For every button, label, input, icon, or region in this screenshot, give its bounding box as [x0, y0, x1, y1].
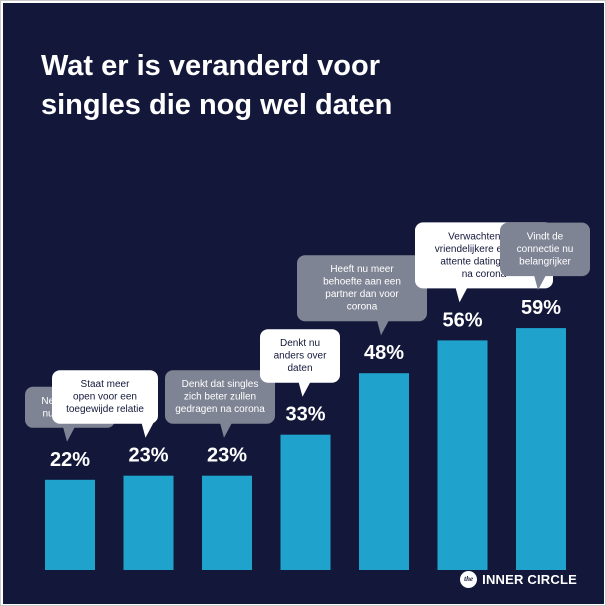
- value-label-5: 48%: [364, 342, 404, 364]
- annotation-bubble-7: [500, 222, 590, 277]
- annotation-text-2-2: open voor een: [73, 392, 137, 403]
- bar-5: [359, 373, 409, 570]
- title-line-2: singles die nog wel daten: [41, 89, 393, 121]
- logo-text: INNER CIRCLE: [482, 571, 577, 587]
- bar-1: [45, 479, 95, 570]
- logo-mark-icon: the: [460, 570, 478, 588]
- bar-2: [123, 475, 174, 570]
- bar-chart: 22%Neemt datennu serieuzer23%Staat meero…: [25, 222, 590, 570]
- annotation-text-5-4: corona: [347, 302, 378, 313]
- annotation-bubble-2: [52, 370, 158, 424]
- annotation-text-4-1: Denkt nu: [280, 338, 320, 349]
- annotation-text-3-3: gedragen na corona: [175, 404, 265, 415]
- annotation-text-6-1: Verwachten een: [448, 231, 520, 242]
- bar-7: [516, 328, 566, 570]
- annotation-text-2-1: Staat meer: [81, 379, 131, 390]
- annotation-text-4-2: anders over: [274, 351, 327, 362]
- value-label-2: 23%: [128, 445, 168, 467]
- annotation-tail-4: [298, 381, 311, 397]
- chart-title: Wat er is veranderd voor singles die nog…: [41, 47, 561, 125]
- bar-6: [437, 340, 488, 570]
- value-label-7: 59%: [521, 297, 561, 319]
- annotation-text-5-3: partner dan voor: [325, 289, 399, 300]
- value-label-3: 23%: [207, 445, 247, 467]
- annotation-text-3-1: Denkt dat singles: [182, 379, 259, 390]
- value-label-6: 56%: [442, 309, 482, 331]
- annotation-bubble-4: [260, 329, 340, 383]
- annotation-tail-7: [534, 275, 546, 291]
- infographic-panel: Wat er is veranderd voor singles die nog…: [3, 3, 604, 604]
- annotation-bubble-3: [165, 370, 275, 424]
- annotation-text-2-3: toegewijde relatie: [66, 404, 144, 415]
- annotation-text-5-2: behoefte aan een: [323, 277, 401, 288]
- bar-3: [202, 475, 252, 570]
- value-label-1: 22%: [50, 449, 90, 471]
- title-line-1: Wat er is veranderd voor: [41, 50, 380, 82]
- annotation-tail-6: [455, 287, 468, 303]
- value-label-4: 33%: [285, 404, 325, 426]
- annotation-tail-1: [63, 426, 75, 442]
- annotation-text-7-3: belangrijker: [519, 257, 571, 268]
- bar-4: [280, 434, 331, 570]
- annotation-bubble-5: [297, 255, 427, 322]
- annotation-text-5-1: Heeft nu meer: [330, 264, 394, 275]
- annotation-text-7-2: connectie nu: [517, 244, 574, 255]
- annotation-text-3-2: zich beter zullen: [184, 392, 256, 403]
- annotation-tail-5: [377, 320, 389, 336]
- annotation-text-6-3: attente datingscene: [440, 256, 528, 267]
- annotation-text-6-2: vriendelijkere en meer: [435, 244, 534, 255]
- annotation-tail-3: [220, 422, 232, 438]
- annotation-text-4-3: daten: [287, 363, 312, 374]
- annotation-text-7-1: Vindt de: [527, 232, 564, 243]
- inner-circle-logo: the INNER CIRCLE: [460, 568, 577, 590]
- annotation-text-6-4: na corona: [462, 269, 507, 280]
- annotation-tail-2: [141, 422, 154, 438]
